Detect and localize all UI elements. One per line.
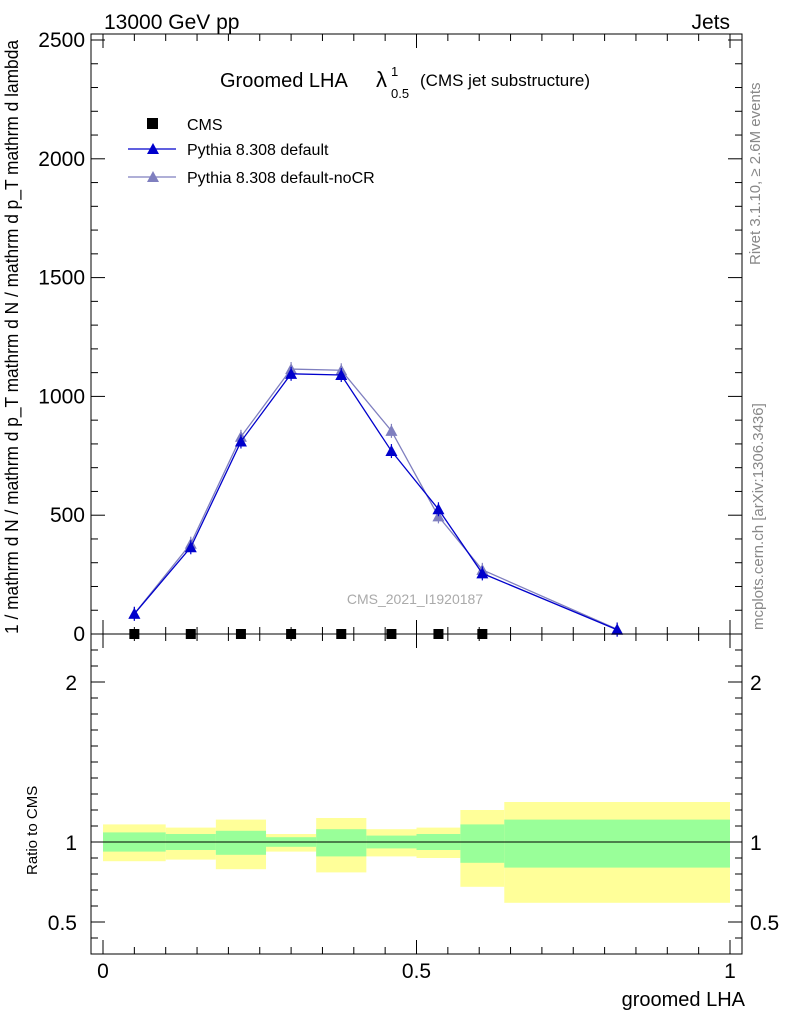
header-left: 13000 GeV pp (104, 11, 239, 34)
top-y-tick-label: 1000 (38, 385, 85, 408)
ratio-band-inner (316, 829, 367, 857)
series-point (285, 367, 298, 379)
ratio-y-label: Ratio to CMS (24, 786, 41, 875)
title-subscript: 0.5 (391, 86, 409, 101)
mcplots-info: mcplots.cern.ch [arXiv:1306.3436] (750, 403, 767, 630)
series-point (385, 445, 398, 457)
ratio-band-inner (215, 830, 267, 855)
legend: CMS Pythia 8.308 default Pythia 8.308 de… (128, 117, 375, 187)
ratio-plot-frame (90, 633, 743, 955)
x-tick-label: 0 (97, 960, 109, 983)
legend-default-label: Pythia 8.308 default (187, 142, 329, 159)
series-point (611, 623, 624, 635)
series-point (335, 369, 348, 381)
watermark: CMS_2021_I1920187 (347, 591, 483, 607)
top-y-tick-label: 0 (73, 623, 85, 646)
legend-default-marker (147, 143, 159, 154)
series-point (385, 424, 398, 436)
ratio-y-tick-label: 1 (65, 832, 77, 855)
ratio-y-tick-label: 2 (65, 672, 77, 695)
plot-title: Groomed LHA λ 1 0.5 (CMS jet substructur… (220, 64, 590, 101)
top-y-tick-label: 2000 (38, 148, 85, 171)
x-tick-label: 1 (724, 960, 736, 983)
legend-cms-marker (147, 118, 158, 129)
ratio-y-tick-label-right: 1 (750, 832, 762, 855)
ratio-band-inner (504, 819, 730, 868)
ratio-y-tick-labels: 0.5 0.5 1 1 2 2 (48, 672, 779, 935)
ratio-y-tick-label-right: 2 (750, 672, 762, 695)
ratio-y-tick-label: 0.5 (48, 912, 77, 935)
ratio-bands (103, 802, 730, 903)
x-axis-label: groomed LHA (622, 989, 746, 1011)
ratio-band-inner (460, 824, 505, 863)
legend-cms-label: CMS (187, 117, 223, 134)
legend-nocr-label: Pythia 8.308 default-noCR (187, 170, 375, 187)
top-y-tick-label: 2500 (38, 29, 85, 52)
top-axis-ticks (91, 34, 742, 635)
title-main: Groomed LHA (220, 70, 348, 92)
ratio-y-tick-label-right: 0.5 (750, 912, 779, 935)
ratio-axis-ticks (91, 634, 742, 954)
x-tick-label: 0.5 (402, 960, 431, 983)
top-y-axis-label: 1 / mathrm d N / mathrm d p_T mathrm d N… (2, 39, 23, 634)
top-y-tick-labels: 0 500 1000 1500 2000 2500 (38, 29, 85, 646)
series-point (184, 541, 197, 553)
top-y-tick-label: 500 (50, 504, 85, 527)
legend-nocr-marker (147, 171, 159, 182)
series-point (476, 567, 489, 579)
top-y-tick-label: 1500 (38, 267, 85, 290)
x-tick-labels: 0 0.5 1 (97, 960, 736, 983)
title-symbol: λ (376, 67, 387, 92)
title-superscript: 1 (391, 64, 398, 79)
series-point (128, 607, 141, 619)
series-point (234, 435, 247, 447)
rivet-info: Rivet 3.1.10, ≥ 2.6M events (747, 83, 764, 266)
header-right: Jets (691, 11, 730, 34)
top-y-label-text: 1 / mathrm d N / mathrm d p_T mathrm d N… (2, 39, 23, 634)
title-paren: (CMS jet substructure) (420, 71, 590, 90)
series-point (432, 503, 445, 515)
